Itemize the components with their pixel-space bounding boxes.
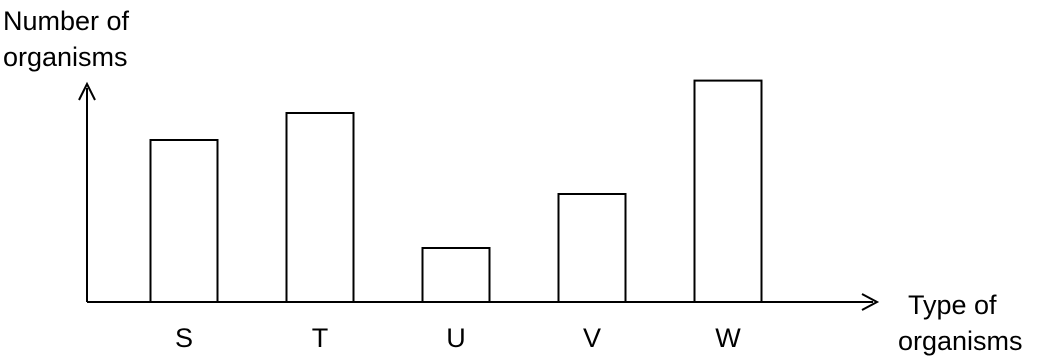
category-label-w: W [715, 323, 741, 353]
y-axis-label-line-1: Number of [3, 6, 130, 36]
y-axis-label-line-2: organisms [3, 42, 128, 72]
bar-t [285, 112, 355, 303]
bar-v [557, 193, 627, 303]
y-axis-arrow [78, 81, 96, 101]
x-axis-arrow [861, 293, 880, 311]
category-label-t: T [312, 323, 329, 353]
x-axis-label-line-1: Type of [908, 290, 997, 320]
category-label-s: S [175, 323, 193, 353]
bars-group [149, 79, 763, 303]
x-axis-label-line-2: organisms [898, 326, 1023, 356]
bar-w [693, 79, 763, 303]
category-label-u: U [446, 323, 466, 353]
category-labels-group: S T U V W [175, 323, 741, 353]
category-label-v: V [583, 323, 601, 353]
bar-s [149, 139, 219, 303]
bar-u [421, 247, 491, 303]
